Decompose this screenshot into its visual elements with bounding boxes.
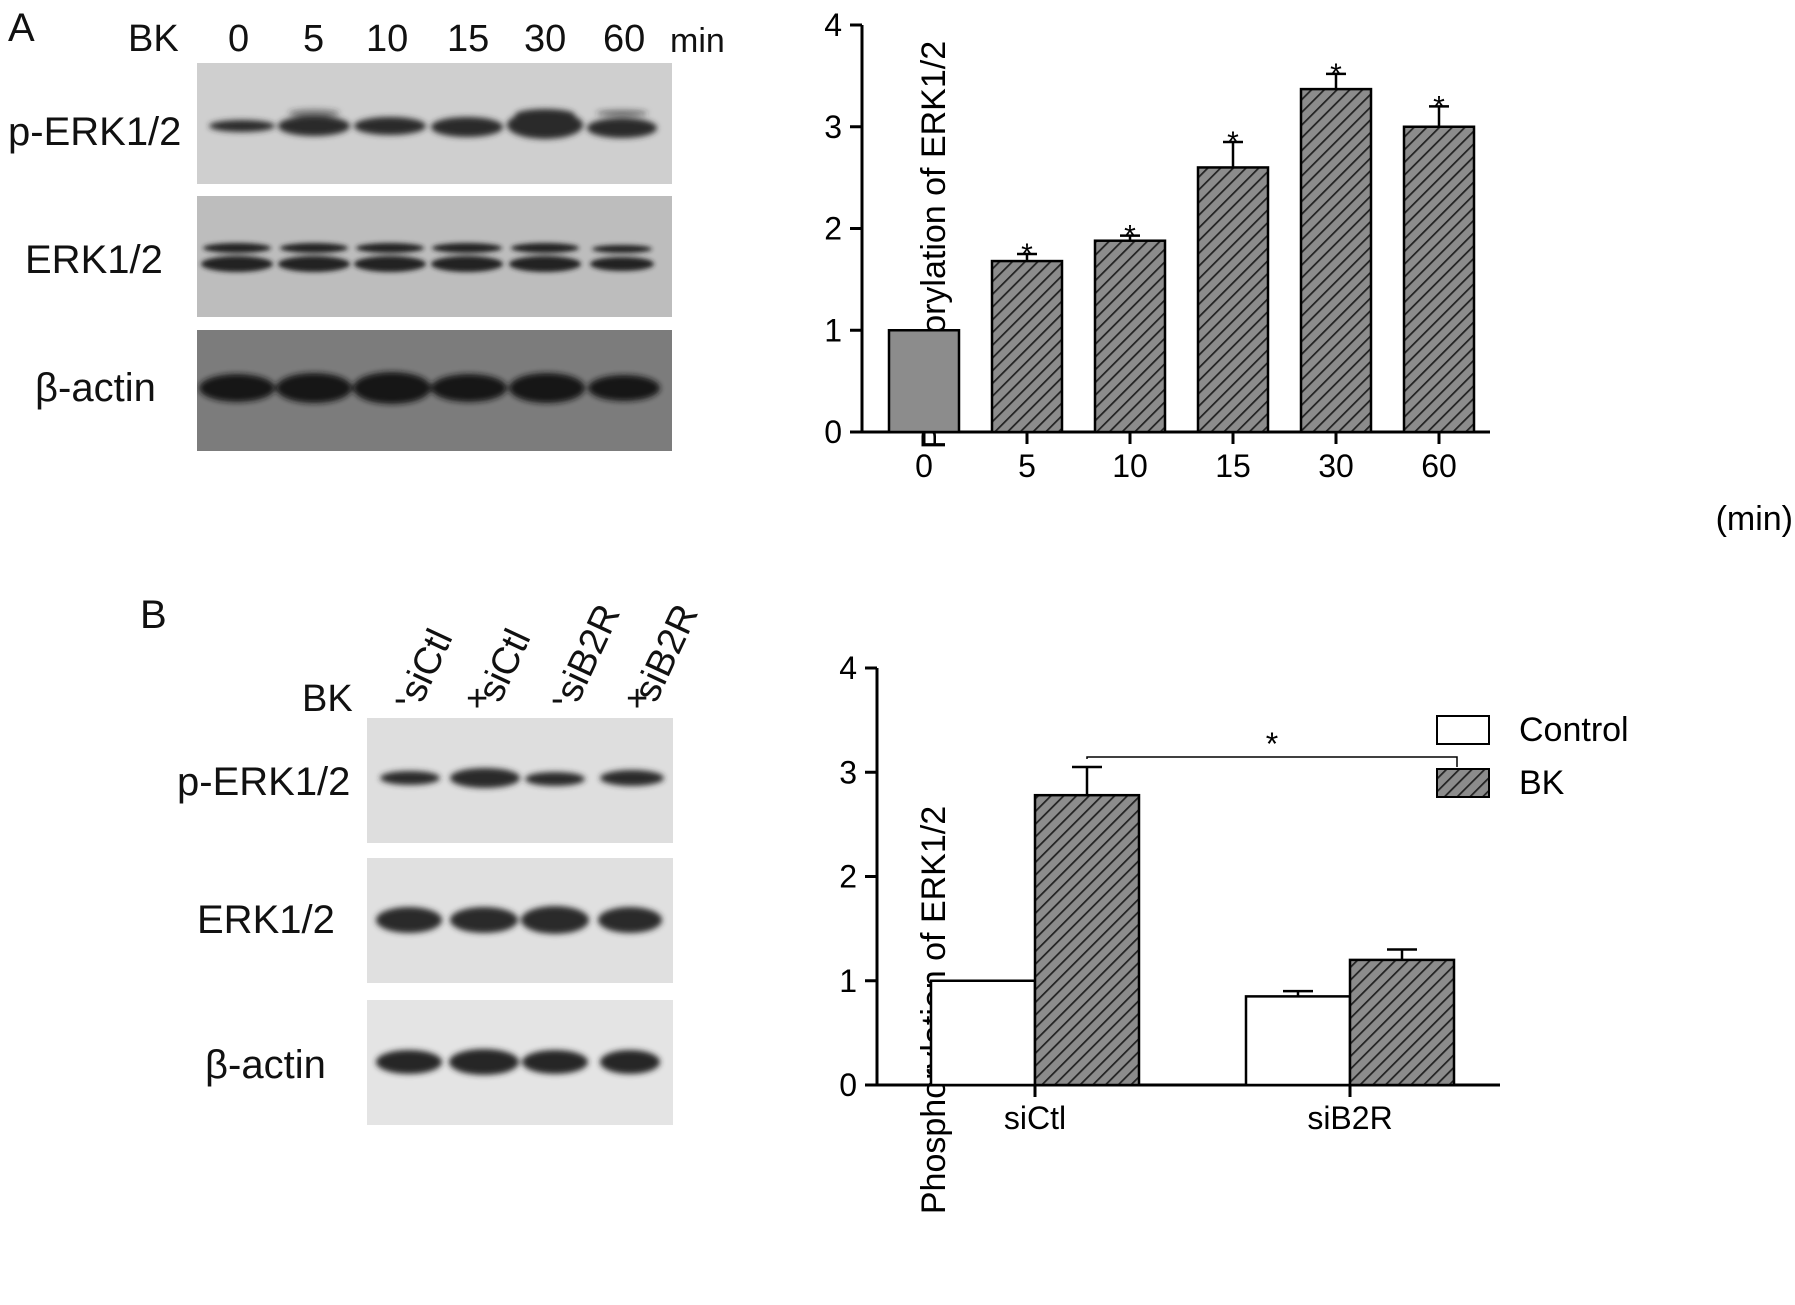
chart-a-xlabel: (min) [1716, 500, 1793, 538]
panel-a-blot-erk [197, 196, 672, 317]
panel-b-sign-2: + [466, 678, 489, 720]
chart-a-y-tick-label: 1 [824, 312, 842, 348]
chart-b-bar-bk [1348, 958, 1456, 1087]
panel-a-treatment-label: BK [128, 18, 179, 60]
chart-a-significance-marker: * [1227, 126, 1239, 159]
chart-a-bar [1093, 239, 1167, 434]
chart-a-bars: * * * * * [887, 58, 1476, 434]
chart-b-y-tick-label: 0 [839, 1067, 857, 1103]
panel-a-time-unit: min [670, 22, 725, 60]
panel-a-row-label-actin: β-actin [35, 366, 156, 410]
panel-b-row-label-erk: ERK1/2 [197, 898, 335, 942]
chart-a-significance-marker: * [1433, 90, 1445, 123]
chart-a-bar [887, 329, 961, 434]
chart-b-y-tick-label: 2 [839, 859, 857, 895]
chart-b-legend: Control BK [1436, 711, 1629, 802]
panel-b-row-label-actin: β-actin [205, 1043, 326, 1087]
panel-b-treatment-label: BK [302, 678, 353, 720]
panel-a-time-15: 15 [447, 18, 490, 60]
chart-b-bar-bk [1033, 793, 1141, 1087]
panel-a-time-5: 5 [303, 18, 325, 60]
chart-a-x-tick-label: 15 [1215, 448, 1251, 484]
panel-b-sign-3: - [551, 678, 564, 720]
chart-b-y-tick-label: 1 [839, 963, 857, 999]
chart-a-significance-marker: * [1021, 238, 1033, 271]
panel-a-row-label-erk: ERK1/2 [25, 238, 163, 282]
panel-a-time-10: 10 [366, 18, 409, 60]
chart-b-legend-label-bk: BK [1519, 764, 1565, 802]
panel-a-time-30: 30 [524, 18, 567, 60]
chart-a-significance-marker: * [1330, 58, 1342, 91]
chart-a-x-axis: 0 5 10 15 30 60 [862, 430, 1490, 484]
chart-b-y-axis: 0 1 2 3 4 [839, 650, 879, 1103]
chart-b-bar-control [929, 979, 1037, 1087]
chart-b-legend-swatch-control [1436, 715, 1490, 745]
chart-a-significance-marker: * [1124, 220, 1136, 253]
panel-a-blot-perk [197, 63, 672, 184]
chart-a-bar [1196, 166, 1270, 434]
panel-a-row-label-perk: p-ERK1/2 [8, 110, 182, 154]
chart-a-y-tick-label: 3 [824, 109, 842, 145]
panel-b-sign-4: + [626, 678, 649, 720]
chart-a-x-tick-label: 0 [915, 448, 933, 484]
chart-b-bars [929, 765, 1456, 1087]
chart-a-x-tick-label: 60 [1421, 448, 1457, 484]
chart-b-y-tick-label: 3 [839, 754, 857, 790]
chart-a-y-tick-label: 0 [824, 414, 842, 450]
chart-b-comparison-marker: * [1266, 726, 1278, 762]
chart-b-legend-swatch-bk [1436, 768, 1490, 798]
chart-b-comparison-bracket [1086, 756, 1458, 767]
panel-b-blot-perk [367, 718, 673, 843]
chart-b-x-tick-label: siB2R [1307, 1100, 1392, 1136]
panel-a-time-60: 60 [603, 18, 646, 60]
panel-a-time-0: 0 [228, 18, 250, 60]
panel-b-letter: B [140, 593, 167, 637]
chart-a-x-tick-label: 10 [1112, 448, 1148, 484]
chart-a-x-tick-label: 5 [1018, 448, 1036, 484]
chart-a-bar [1402, 125, 1476, 434]
panel-b-sign-1: - [394, 678, 407, 720]
chart-b-x-tick-label: siCtl [1004, 1100, 1066, 1136]
panel-a-blot-actin [197, 330, 672, 451]
panel-b-blot-erk [367, 858, 673, 983]
chart-b-comparison: * [1086, 726, 1458, 767]
chart-a-x-tick-label: 30 [1318, 448, 1354, 484]
chart-b-bar-control [1244, 995, 1352, 1087]
chart-b-x-axis: siCtl siB2R [877, 1083, 1500, 1136]
chart-a-y-tick-label: 4 [824, 7, 842, 43]
chart-a-bar [1299, 87, 1373, 434]
chart-b-legend-label-control: Control [1519, 711, 1629, 749]
chart-a-y-axis: 0 1 2 3 4 [824, 7, 864, 450]
panel-b-row-label-perk: p-ERK1/2 [177, 760, 351, 804]
panel-a-letter: A [8, 6, 35, 50]
panel-b-blot-actin [367, 1000, 673, 1125]
chart-b-y-tick-label: 4 [839, 650, 857, 686]
chart-a-y-tick-label: 2 [824, 211, 842, 247]
